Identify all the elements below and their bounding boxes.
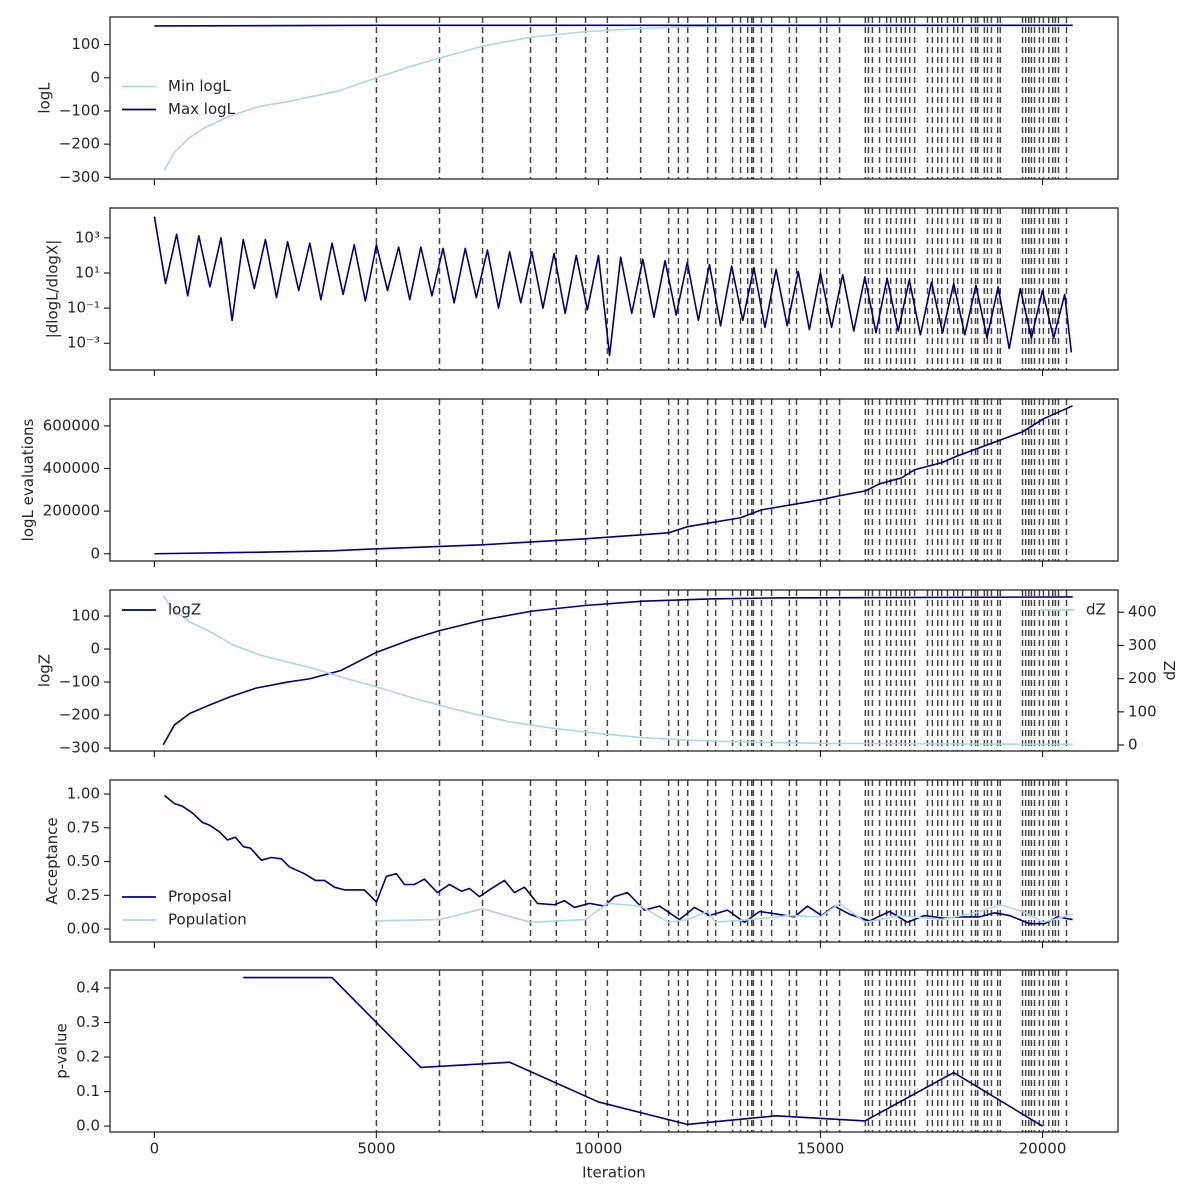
y-tick-label: 1.00 <box>67 785 100 803</box>
y2-axis-label: dZ <box>1161 661 1179 681</box>
axes-frame <box>109 16 1119 180</box>
y2-tick-label: 300 <box>1128 636 1157 654</box>
panel: −300 −200 −100 0 100 logL Min logL Max logL <box>35 16 1119 186</box>
y-tick-label: 0.0 <box>76 1117 100 1135</box>
y-axis-label: Acceptance <box>43 817 61 904</box>
y-tick-label: 0.25 <box>67 886 100 904</box>
y-tick-label: 0 <box>90 640 100 658</box>
y-tick-label: 0.4 <box>76 978 100 996</box>
axes-frame <box>109 969 1119 1133</box>
y2-tick-label: 100 <box>1128 702 1157 720</box>
y-tick-label: 0.50 <box>67 852 100 870</box>
panel: 0.00 0.25 0.50 0.75 1.00 Acceptance Proposal Po… <box>43 779 1119 948</box>
y-tick-label: 100 <box>71 607 100 625</box>
x-tick-label: 0 <box>150 1140 160 1158</box>
series-line <box>154 405 1073 555</box>
y-tick-label: 100 <box>71 35 100 53</box>
y-tick-label: 10⁻³ <box>67 334 100 352</box>
legend-label: Max logL <box>168 100 236 118</box>
series-line <box>243 976 1043 1127</box>
y-tick-label: −200 <box>59 706 100 724</box>
panel: 10⁻³ 10⁻¹ 10¹ 10³ |dlogL/dlogX| <box>43 207 1119 376</box>
axes-frame <box>109 589 1119 752</box>
axes-frame <box>109 779 1119 943</box>
x-tick-label: 15000 <box>797 1140 845 1158</box>
y-axis-label: p-value <box>53 1023 71 1079</box>
y-tick-label: 0.1 <box>76 1082 100 1100</box>
y-tick-label: 0 <box>90 544 100 562</box>
y-tick-label: 0.3 <box>76 1013 100 1031</box>
y2-tick-label: 400 <box>1128 603 1157 621</box>
y-tick-label: −300 <box>59 168 100 186</box>
series-line <box>154 24 1073 27</box>
legend-label: Proposal <box>168 888 232 906</box>
axes-frame <box>109 207 1119 371</box>
y-tick-label: −200 <box>59 135 100 153</box>
y2-tick-label: 200 <box>1128 669 1157 687</box>
y2-tick-label: 0 <box>1128 736 1138 754</box>
legend-label: Min logL <box>168 77 231 95</box>
series-line <box>376 902 1073 924</box>
legend-label: dZ <box>1086 601 1106 619</box>
x-tick-label: 5000 <box>357 1140 395 1158</box>
series-line <box>162 595 1073 746</box>
x-tick-label: 10000 <box>575 1140 623 1158</box>
y-axis-label: logZ <box>35 654 53 687</box>
y-tick-label: 0 <box>90 68 100 86</box>
panel: −300 −200 −100 0 100 logZ 0 100 200 300 400 dZ logZ d… <box>35 589 1179 757</box>
y-axis-label: |dlogL/dlogX| <box>43 240 61 339</box>
y-axis-label: logL evaluations <box>19 418 37 541</box>
y-tick-label: 600000 <box>43 416 100 434</box>
series-line <box>163 24 1073 171</box>
y-axis-label: logL <box>35 82 53 114</box>
y-tick-label: −100 <box>59 673 100 691</box>
y-tick-label: 10⁻¹ <box>67 299 100 317</box>
panel: 0 5000 10000 15000 20000 Iteration 0.0 0.1 0.2 0.… <box>53 969 1119 1182</box>
legend-label: Population <box>168 911 247 929</box>
y-tick-label: 400000 <box>43 459 100 477</box>
x-tick-label: 20000 <box>1019 1140 1067 1158</box>
y-tick-label: 0.2 <box>76 1048 100 1066</box>
y-tick-label: 0.00 <box>67 920 100 938</box>
y-tick-label: 200000 <box>43 502 100 520</box>
legend-label: logZ <box>168 601 201 619</box>
x-axis-label: Iteration <box>582 1164 646 1182</box>
panel: 0 200000 400000 600000 logL evaluations <box>19 398 1119 567</box>
series-line <box>153 216 1073 357</box>
series-line <box>163 794 1073 925</box>
series-line <box>162 596 1073 746</box>
y-tick-label: 10¹ <box>75 263 100 281</box>
y-tick-label: 0.75 <box>67 818 100 836</box>
y-tick-label: 10³ <box>75 228 100 246</box>
axes-frame <box>109 398 1119 562</box>
y-tick-label: −300 <box>59 739 100 757</box>
y-tick-label: −100 <box>59 101 100 119</box>
